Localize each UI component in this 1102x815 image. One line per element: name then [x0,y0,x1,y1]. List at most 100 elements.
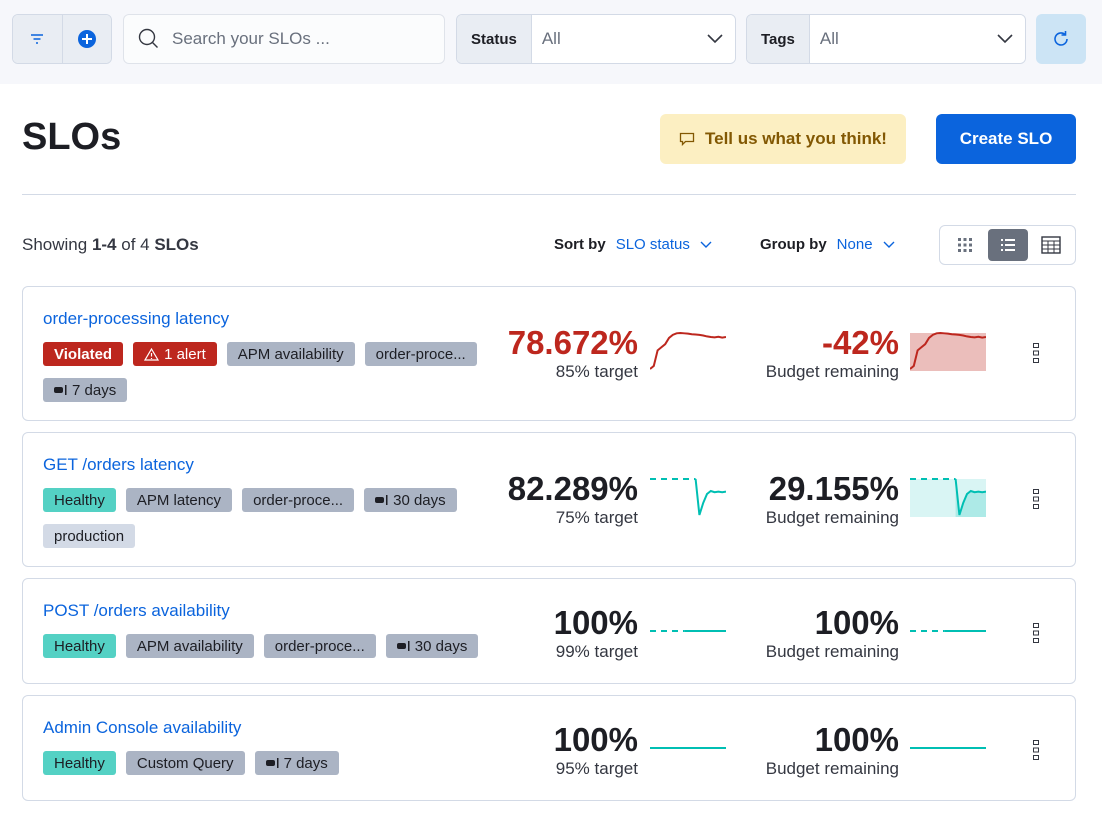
sli-sparkline [650,630,726,632]
sli-sparkline [650,478,726,516]
search-input[interactable] [172,29,432,49]
budget-sparkline [910,478,986,517]
sort-by-control[interactable]: Sort by SLO status [554,236,712,253]
group-by-control[interactable]: Group by None [760,236,895,253]
tags-select[interactable]: Tags All [746,14,1026,64]
filter-icon [31,34,44,44]
results-count: Showing 1-4 of 4 SLOs [22,235,199,254]
search-icon [138,28,158,48]
budget-value: -42% [821,324,899,361]
toolbar: Status All Tags All [0,0,1102,84]
more-actions-icon[interactable] [1033,343,1039,363]
sli-metric: 78.672% 85% target [508,325,638,383]
sparkline-line [650,331,726,370]
budget-metric: 100% Budget remaining [766,722,899,780]
time-window-icon [54,385,67,395]
healthy-badge: Healthy [43,634,116,658]
slo-name-link[interactable]: POST /orders availability [43,601,230,620]
table-icon [1040,236,1061,254]
sparkline-line [910,331,986,370]
refresh-button[interactable] [1036,14,1086,64]
chevron-down-icon [700,241,712,248]
budget-label: Budget remaining [765,508,899,527]
status-label: Status [457,15,532,63]
badge-list: Healthy Custom Query 7 days [43,751,503,775]
divider [22,194,1076,195]
time-window-icon [265,758,279,768]
list-view-button[interactable] [987,229,1028,261]
slo-name-link[interactable]: order-processing latency [43,309,230,328]
healthy-badge: Healthy [43,751,116,775]
filter-button[interactable] [13,15,62,63]
sli-value: 82.289% [507,470,638,507]
budget-label: Budget remaining [765,642,899,661]
page-title: SLOs [22,116,122,158]
badge-list: Violated 1 alert APM availability order-pro… [43,342,503,402]
tag-badge[interactable]: order-proce... [242,488,355,512]
tag-badge[interactable]: APM availability [125,634,254,658]
view-mode-toggle [939,225,1076,265]
tag-badge[interactable]: APM latency [125,488,233,512]
target-label: 95% target [555,759,638,778]
time-window-icon [375,495,388,505]
tag-badge[interactable]: order-proce... [263,634,376,658]
slo-name-link[interactable]: GET /orders latency [43,455,194,474]
budget-sparkline [910,747,986,749]
status-select[interactable]: Status All [456,14,736,64]
target-label: 75% target [555,508,638,527]
window-badge: 7 days [254,751,339,775]
alert-badge[interactable]: 1 alert [133,342,217,366]
chevron-down-icon [883,241,895,248]
sparkline-area [910,479,986,517]
budget-metric: 100% Budget remaining [766,605,899,663]
sparkline-line [694,478,726,516]
grid-icon [957,238,972,252]
tag-badge[interactable]: APM availability [226,342,355,366]
chevron-down-icon [997,34,1013,44]
group-label: Group by [760,236,827,253]
sli-sparkline [650,331,726,370]
sort-label: Sort by [554,236,606,253]
slo-card: Admin Console availability Healthy Custom… [22,695,1076,801]
sli-value: 100% [553,604,638,641]
time-window-icon [396,641,410,651]
window-badge: 7 days [43,378,128,402]
target-label: 85% target [555,362,638,381]
tag-badge[interactable]: order-proce... [364,342,477,366]
more-actions-icon[interactable] [1033,740,1039,760]
sli-metric: 82.289% 75% target [508,471,638,529]
filter-group [12,14,112,64]
slo-card: POST /orders availability Healthy APM ava… [22,578,1076,684]
add-filter-button[interactable] [61,15,111,63]
window-badge: 30 days [385,634,479,658]
refresh-icon [1054,31,1068,46]
search-field[interactable] [123,14,445,64]
budget-value: 29.155% [768,470,899,507]
budget-label: Budget remaining [765,759,899,778]
warning-icon [144,347,160,361]
sli-metric: 100% 95% target [554,722,638,780]
light-badge[interactable]: production [43,524,136,548]
healthy-badge: Healthy [43,488,116,512]
window-badge: 30 days [364,488,457,512]
budget-metric: -42% Budget remaining [766,325,899,383]
badge-list: Healthy APM latency order-proce... 30 days p… [43,488,503,548]
budget-value: 100% [814,604,899,641]
create-slo-button[interactable]: Create SLO [936,114,1076,164]
budget-value: 100% [814,721,899,758]
feedback-button[interactable]: Tell us what you think! [660,114,906,164]
more-actions-icon[interactable] [1033,623,1039,643]
feedback-label: Tell us what you think! [705,129,887,148]
sli-sparkline [650,747,726,749]
more-actions-icon[interactable] [1033,489,1039,509]
card-view-button[interactable] [945,229,985,261]
compact-view-button[interactable] [1031,229,1071,261]
sli-metric: 100% 99% target [554,605,638,663]
sparkline-line [954,478,986,516]
tag-badge[interactable]: Custom Query [125,751,245,775]
comment-icon [679,132,695,146]
slo-name-link[interactable]: Admin Console availability [43,718,242,737]
tags-value: All [819,29,839,48]
sli-value: 78.672% [507,324,638,361]
plus-circle-icon [77,30,96,48]
